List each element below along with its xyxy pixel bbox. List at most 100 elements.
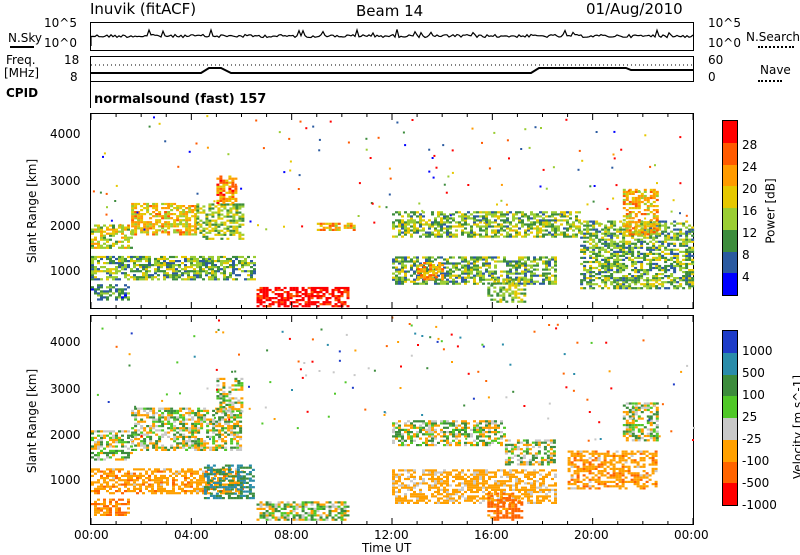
range-gate (619, 227, 622, 229)
range-gate (653, 213, 656, 215)
range-gate (221, 416, 224, 418)
range-gate (308, 512, 311, 514)
range-gate (329, 514, 332, 516)
range-gate (106, 477, 109, 479)
range-gate (688, 255, 691, 257)
range-gate (646, 247, 649, 249)
range-gate (106, 510, 109, 512)
range-gate (148, 266, 151, 268)
range-gate (661, 283, 664, 285)
range-gate (208, 276, 211, 278)
range-gate (124, 452, 127, 454)
range-gate (163, 477, 166, 479)
range-gate (670, 257, 673, 259)
range-gate (100, 247, 103, 249)
range-gate (238, 262, 241, 264)
range-gate (232, 207, 235, 209)
range-gate (658, 265, 661, 267)
range-gate (655, 287, 658, 289)
range-gate (389, 168, 391, 170)
range-gate (164, 215, 167, 217)
range-gate (626, 229, 629, 231)
range-gate (137, 212, 139, 214)
range-gate (595, 283, 598, 285)
range-gate (398, 433, 401, 435)
range-gate (320, 303, 323, 305)
range-gate (209, 421, 212, 423)
range-gate (488, 273, 491, 275)
range-gate (157, 262, 160, 264)
range-gate (601, 247, 604, 249)
range-gate (176, 419, 179, 421)
range-gate (193, 258, 196, 260)
range-gate (398, 232, 401, 234)
range-gate (100, 258, 103, 260)
range-gate (302, 504, 305, 506)
range-gate (688, 251, 691, 253)
range-gate (628, 247, 631, 249)
range-gate (205, 214, 208, 216)
range-gate (418, 203, 420, 205)
range-gate (152, 207, 155, 209)
range-gate (311, 504, 314, 506)
range-gate (452, 435, 455, 437)
range-gate (395, 219, 398, 221)
range-gate (410, 265, 413, 267)
range-gate (193, 490, 196, 492)
range-gate (155, 209, 158, 211)
range-gate (685, 231, 688, 233)
range-gate (106, 245, 109, 247)
range-gate (623, 193, 626, 195)
range-gate (263, 305, 266, 307)
range-gate (227, 416, 230, 418)
range-gate (329, 227, 332, 229)
range-gate (435, 276, 438, 278)
range-gate (193, 272, 196, 274)
range-gate (575, 225, 578, 227)
range-gate (505, 289, 508, 291)
range-gate (94, 243, 97, 245)
range-gate (173, 219, 176, 221)
range-gate (479, 221, 482, 223)
range-gate (509, 269, 512, 271)
range-gate (109, 432, 112, 434)
range-gate (97, 488, 100, 490)
range-gate (118, 484, 121, 486)
range-gate (185, 408, 188, 410)
range-gate (487, 293, 490, 295)
range-gate (554, 283, 557, 285)
range-gate (222, 194, 225, 196)
range-gate (625, 253, 628, 255)
range-gate (329, 225, 332, 227)
range-gate (613, 229, 616, 231)
range-gate (670, 239, 673, 241)
range-gate (610, 265, 613, 267)
range-gate (652, 279, 655, 281)
range-gate (432, 272, 435, 274)
range-gate (539, 283, 542, 285)
range-gate (482, 277, 485, 279)
range-gate (317, 295, 320, 297)
range-gate (155, 215, 158, 217)
range-gate (664, 269, 667, 271)
range-gate (491, 225, 494, 227)
range-gate (136, 484, 139, 486)
range-gate (170, 213, 173, 215)
range-gate (176, 205, 179, 207)
range-gate (215, 434, 218, 436)
range-gate (485, 217, 488, 219)
range-gate (136, 270, 139, 272)
range-gate (370, 157, 372, 159)
range-gate (223, 266, 226, 268)
range-gate (236, 416, 239, 418)
range-gate (661, 241, 664, 243)
range-gate (157, 278, 160, 280)
range-gate (623, 231, 626, 233)
range-gate (308, 287, 311, 289)
range-gate (160, 490, 163, 492)
range-gate (434, 219, 437, 221)
range-gate (604, 265, 607, 267)
range-gate (446, 444, 449, 446)
range-gate (157, 260, 160, 262)
range-gate (212, 436, 215, 438)
